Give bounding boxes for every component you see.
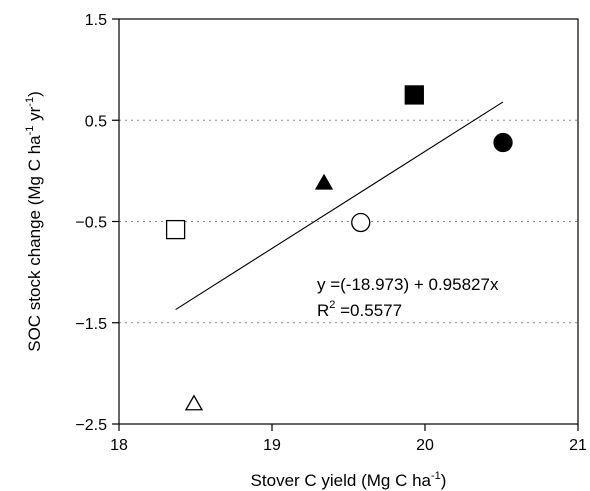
open-square-point [165, 219, 186, 240]
x-axis-label-sup: -1 [431, 470, 441, 482]
r2-prefix: R [317, 301, 329, 320]
r-squared-label: R2 =0.5577 [317, 299, 402, 320]
y-axis-label: SOC stock change (Mg C ha-1 yr-1) [24, 91, 44, 352]
x-axis-label-main: Stover C yield (Mg C ha [251, 471, 432, 490]
r2-superscript: 2 [329, 299, 335, 311]
r2-value: =0.5577 [335, 301, 402, 320]
y-axis-label-p2: yr [25, 106, 44, 125]
y-tick-label: −1.5 [75, 316, 107, 333]
regression-line-group [175, 101, 504, 311]
data-points [165, 85, 513, 411]
x-tick-label: 18 [110, 437, 128, 454]
x-tick-label: 19 [263, 437, 281, 454]
y-tick-label: 1.5 [85, 12, 107, 29]
gridlines [119, 119, 578, 324]
open-triangle-point [184, 394, 204, 411]
x-axis-label-tail: ) [441, 471, 447, 490]
y-tick-label: 0.5 [85, 113, 107, 130]
filled-circle-point [493, 132, 513, 153]
y-axis-label-sup2: -1 [24, 97, 36, 107]
regression-equation: y =(-18.973) + 0.95827x [317, 275, 499, 294]
axis-ticks: 18 19 20 21 −2.5 −1.5 −0.5 0.5 1.5 [75, 12, 587, 454]
y-tick-label: −0.5 [75, 215, 107, 232]
x-tick-label: 21 [569, 437, 587, 454]
y-axis-label-sup1: -1 [24, 126, 36, 136]
filled-triangle-point [314, 173, 334, 190]
open-circle-point [351, 212, 371, 233]
y-tick-label: −2.5 [75, 417, 107, 434]
x-tick-label: 20 [416, 437, 434, 454]
regression-line [175, 101, 504, 311]
x-axis-label: Stover C yield (Mg C ha-1) [251, 470, 447, 490]
filled-square-point [404, 85, 424, 105]
y-axis-label-tail: ) [25, 91, 44, 97]
y-axis-label-p1: SOC stock change (Mg C ha [25, 135, 44, 352]
